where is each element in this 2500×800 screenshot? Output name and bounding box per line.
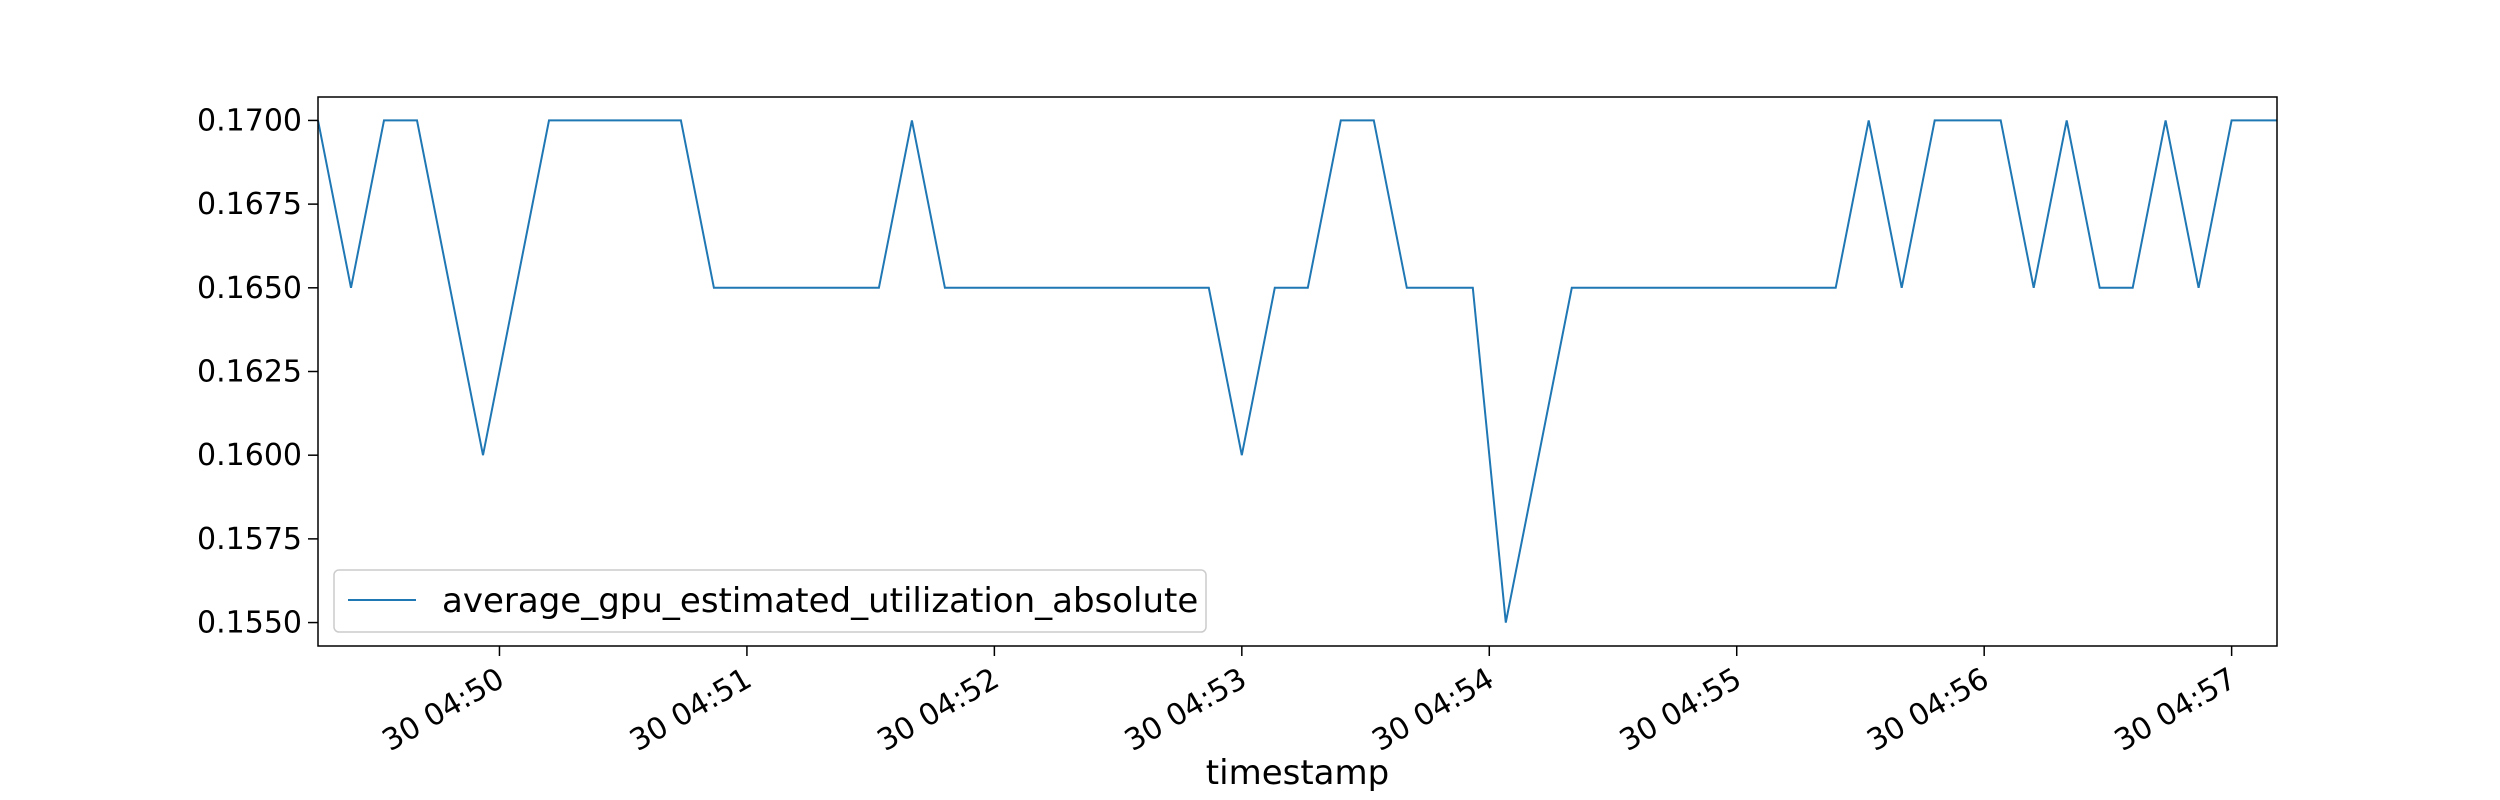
legend: average_gpu_estimated_utilization_absolu… (333, 569, 1207, 633)
plot-frame (317, 96, 2278, 647)
x-tick-label: 30 04:51 (624, 661, 758, 758)
x-tick-label: 30 04:57 (2109, 661, 2243, 758)
y-tick-label: 0.1650 (197, 271, 302, 306)
x-tick-label: 30 04:50 (377, 661, 511, 758)
x-tick-label: 30 04:52 (871, 661, 1005, 758)
series-line (317, 119, 2277, 623)
x-tick-label: 30 04:55 (1614, 661, 1748, 758)
y-tick-label: 0.1600 (197, 438, 302, 473)
series-layer (317, 119, 2277, 623)
y-tick-label: 0.1700 (197, 103, 302, 138)
y-tick-label: 0.1550 (197, 606, 302, 641)
x-tick-label: 30 04:53 (1119, 661, 1253, 758)
x-tick-label: 30 04:56 (1861, 661, 1995, 758)
y-tick-label: 0.1575 (197, 522, 302, 557)
x-tick-label: 30 04:54 (1366, 661, 1500, 758)
x-axis: 30 04:50 30 04:51 30 04:52 30 04:53 30 04:54… (377, 646, 2243, 759)
legend-label: average_gpu_estimated_utilization_absolu… (442, 581, 1198, 621)
x-axis-label: timestamp (1206, 753, 1389, 793)
legend-box (333, 569, 1207, 633)
y-tick-label: 0.1675 (197, 187, 302, 222)
y-axis: 0.1550 0.1575 0.1600 0.1625 0.1650 0.1675 0.17… (197, 103, 318, 641)
y-tick-label: 0.1625 (197, 355, 302, 390)
